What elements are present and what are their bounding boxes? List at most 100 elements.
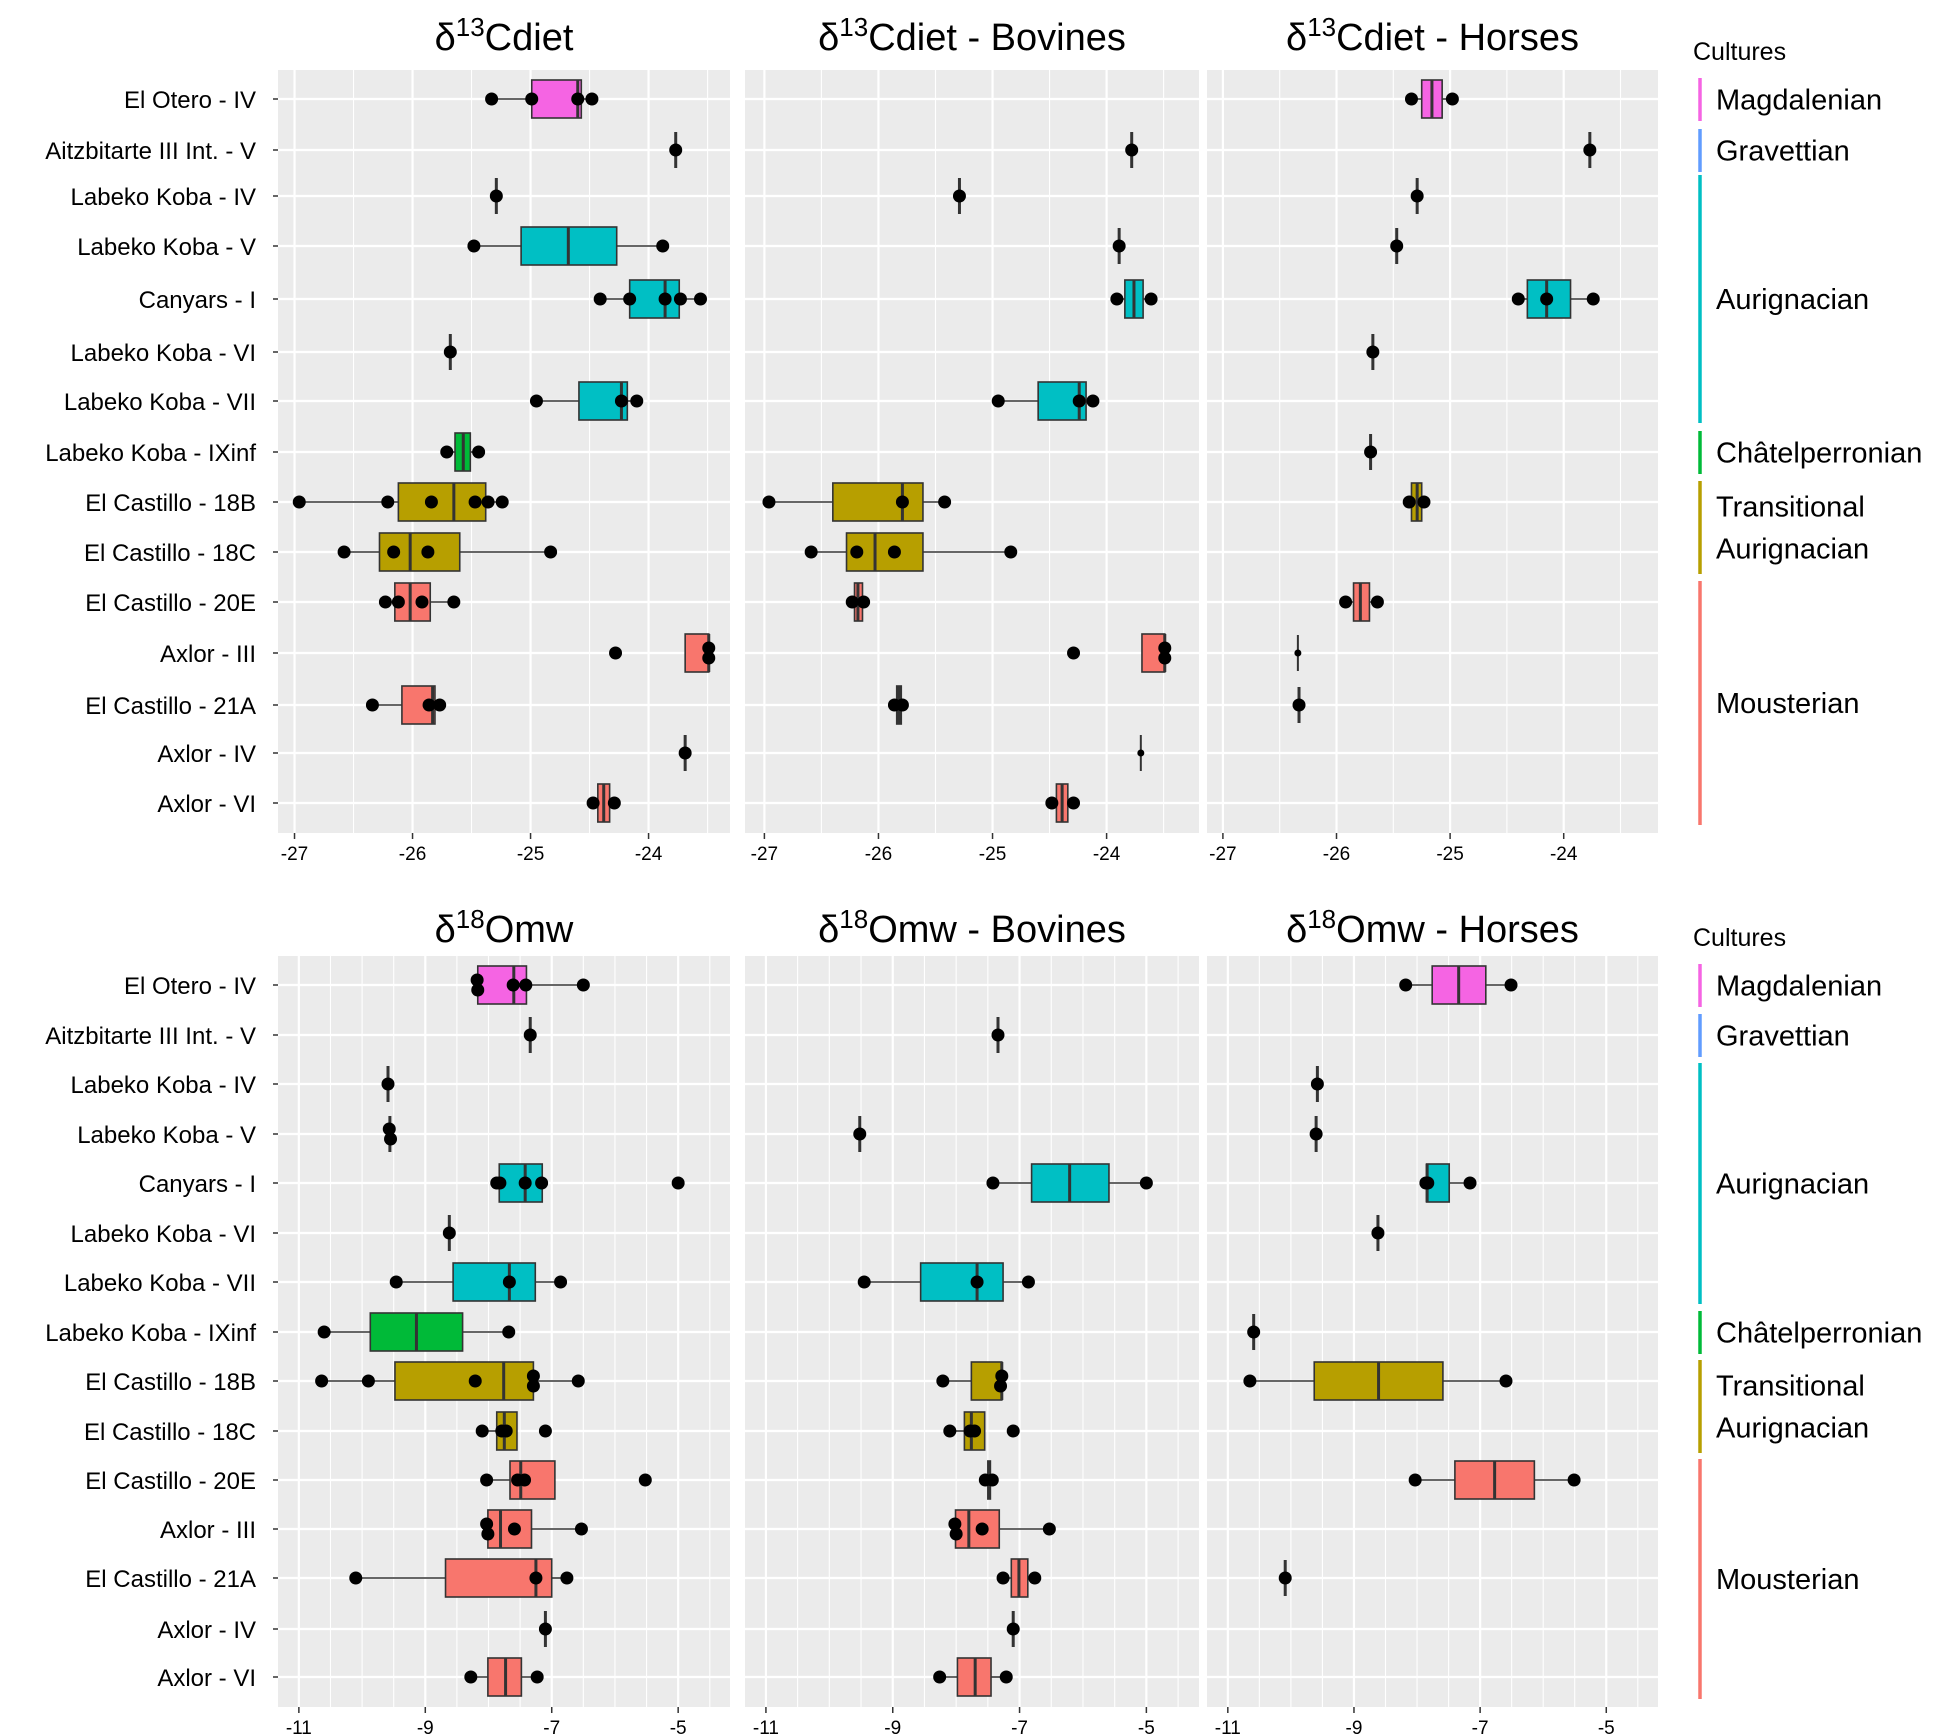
- boxplot-12: [349, 1558, 574, 1598]
- data-point: [519, 978, 533, 992]
- boxplot-8: [936, 1361, 1009, 1401]
- y-axis-label: Canyars - I: [139, 1171, 256, 1198]
- boxplot-5: [1371, 1215, 1385, 1251]
- box: [452, 1262, 537, 1302]
- y-axis-label: El Castillo - 21A: [85, 1566, 256, 1593]
- data-point: [857, 1275, 871, 1289]
- boxplot-14: [464, 1657, 544, 1697]
- title-delta: δ: [1286, 17, 1307, 59]
- data-point: [529, 394, 543, 408]
- data-point: [623, 292, 637, 306]
- boxplot-12: [1292, 687, 1306, 723]
- panel-title: δ13Cdiet: [435, 12, 574, 59]
- legend-label: Châtelperronian: [1716, 1318, 1922, 1350]
- data-point: [1045, 796, 1059, 810]
- title-superscript: 13: [456, 12, 485, 42]
- data-point: [433, 698, 447, 712]
- title-delta: δ: [435, 909, 456, 951]
- data-point: [485, 92, 499, 106]
- boxplot-12: [996, 1558, 1042, 1598]
- data-point: [421, 545, 435, 559]
- data-point: [895, 698, 909, 712]
- data-point: [991, 1028, 1005, 1042]
- boxplot-2: [489, 178, 503, 214]
- data-point: [1390, 239, 1404, 253]
- data-point: [499, 1424, 513, 1438]
- x-tick-label: -26: [1323, 844, 1350, 865]
- data-point: [762, 495, 776, 509]
- data-point: [493, 1176, 507, 1190]
- data-point: [554, 1275, 568, 1289]
- legend-label: Mousterian: [1716, 1564, 1859, 1596]
- data-point: [986, 1176, 1000, 1190]
- data-point: [1067, 796, 1081, 810]
- data-point: [502, 1325, 516, 1339]
- data-point: [607, 796, 621, 810]
- boxplot-8: [292, 482, 509, 522]
- x-tick-label: -27: [281, 844, 308, 865]
- boxplot-4: [986, 1163, 1153, 1203]
- data-point: [1144, 292, 1158, 306]
- title-main: Omw: [485, 909, 574, 951]
- boxplot-11: [609, 633, 716, 673]
- title-superscript: 13: [839, 12, 868, 42]
- data-point: [693, 292, 707, 306]
- data-point: [999, 1670, 1013, 1684]
- title-superscript: 18: [839, 904, 868, 934]
- boxplot-0: [1404, 79, 1459, 119]
- data-point: [471, 983, 485, 997]
- boxplot-13: [1006, 1611, 1020, 1647]
- data-point: [382, 1122, 396, 1136]
- boxplot-10: [1408, 1460, 1581, 1500]
- data-point: [1243, 1374, 1257, 1388]
- data-point: [804, 545, 818, 559]
- box: [919, 1262, 1004, 1302]
- data-point: [1158, 641, 1172, 655]
- data-point: [1158, 651, 1172, 665]
- data-point: [526, 1369, 540, 1383]
- data-point: [1110, 292, 1124, 306]
- x-tick-label: -9: [884, 1718, 901, 1735]
- data-point: [1417, 495, 1431, 509]
- data-point: [671, 1176, 685, 1190]
- data-point: [442, 1226, 456, 1240]
- data-point: [994, 1379, 1008, 1393]
- boxplot-4: [593, 279, 707, 319]
- data-point: [895, 495, 909, 509]
- data-point: [365, 698, 379, 712]
- panel-title: δ13Cdiet - Horses: [1286, 12, 1579, 59]
- x-tick-label: -26: [399, 844, 426, 865]
- data-point: [467, 239, 481, 253]
- title-delta: δ: [1286, 909, 1307, 951]
- data-point: [480, 1473, 494, 1487]
- y-axis-label: El Otero - IV: [124, 973, 256, 1000]
- legend-title: Cultures: [1693, 924, 1786, 952]
- data-point: [489, 189, 503, 203]
- legend-label: Gravettian: [1716, 1021, 1850, 1053]
- data-point: [1463, 1176, 1477, 1190]
- data-point: [673, 292, 687, 306]
- data-point: [464, 1670, 478, 1684]
- boxplot-3: [467, 226, 670, 266]
- data-point: [424, 495, 438, 509]
- data-point: [585, 92, 599, 106]
- boxplot-10: [480, 1460, 652, 1500]
- data-point: [1511, 292, 1525, 306]
- data-point: [292, 495, 306, 509]
- x-tick-label: -27: [751, 844, 778, 865]
- data-point: [586, 796, 600, 810]
- boxplot-7: [1364, 434, 1378, 470]
- data-point: [538, 1622, 552, 1636]
- data-point: [638, 1473, 652, 1487]
- data-point: [985, 1473, 999, 1487]
- data-point: [1067, 646, 1081, 660]
- title-superscript: 18: [1307, 904, 1336, 934]
- boxplot-12: [887, 685, 909, 725]
- boxplot-10: [845, 582, 871, 622]
- legend-label: Aurignacian: [1716, 534, 1869, 566]
- x-tick-label: -9: [1346, 1718, 1363, 1735]
- legend-label: Magdalenian: [1716, 85, 1882, 117]
- boxplot-13: [1137, 735, 1145, 771]
- y-axis-label: Labeko Koba - IXinf: [45, 440, 256, 467]
